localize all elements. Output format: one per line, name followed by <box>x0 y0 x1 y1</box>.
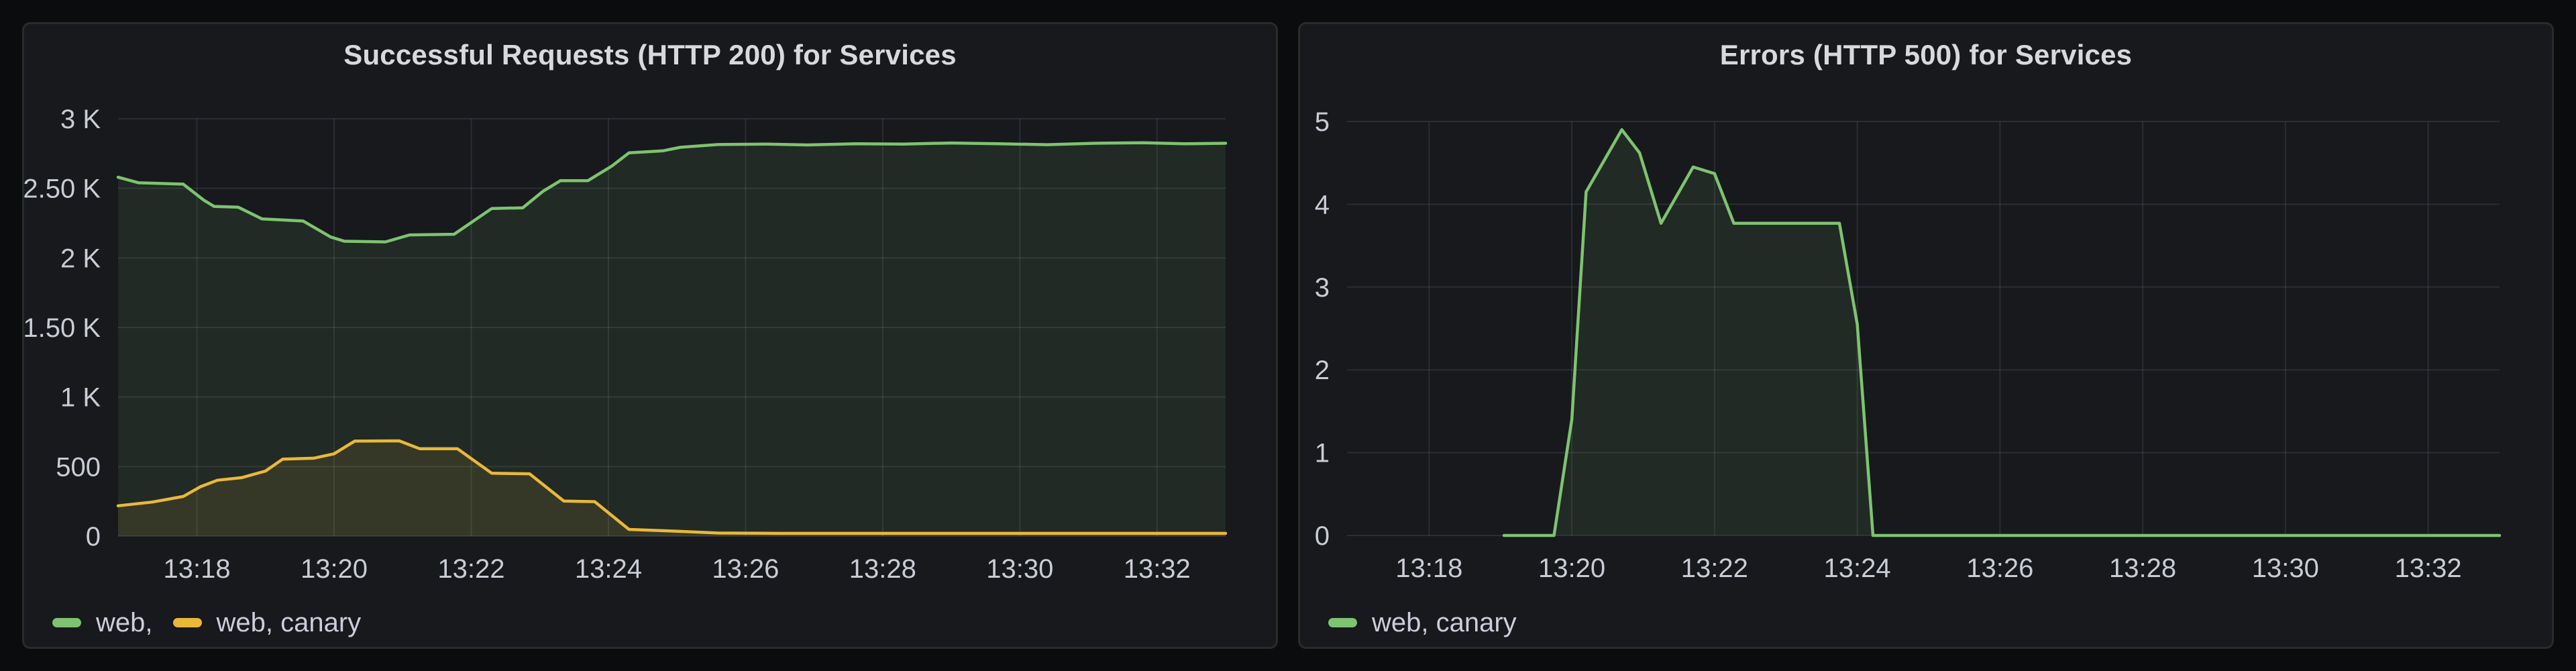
legend-item-web[interactable]: web, <box>52 609 153 636</box>
x-tick-label: 13:20 <box>301 554 368 584</box>
x-tick-label: 13:32 <box>2395 554 2462 583</box>
y-tick-label: 2 K <box>60 244 101 273</box>
legend-swatch-icon <box>1328 618 1357 627</box>
panel-successful-requests: Successful Requests (HTTP 200) for Servi… <box>22 22 1278 649</box>
y-tick-label: 1 <box>1315 439 1330 468</box>
series-line-0 <box>116 141 1228 244</box>
x-tick-label: 13:26 <box>1966 554 2033 583</box>
legend-label: web, canary <box>1372 608 1517 637</box>
panel-errors: Errors (HTTP 500) for Services 13:18 13:2… <box>1298 22 2554 649</box>
panel-title-errors[interactable]: Errors (HTTP 500) for Services <box>1719 39 2133 70</box>
x-tick-label: 13:20 <box>1538 554 1605 583</box>
series-line-1 <box>116 439 1228 535</box>
x-tick-label: 13:24 <box>575 554 642 584</box>
y-tick-label: 1.50 K <box>24 313 101 343</box>
x-tick-label: 13:28 <box>2109 554 2176 583</box>
x-tick-label: 13:18 <box>1395 554 1462 583</box>
legend-label: web, <box>96 608 153 637</box>
y-tick-label: 5 <box>1315 107 1330 137</box>
series-area-1 <box>118 441 1226 536</box>
panel-title-successful-requests[interactable]: Successful Requests (HTTP 200) for Servi… <box>343 39 957 70</box>
series-area-0 <box>118 142 1226 536</box>
x-tick-label: 13:26 <box>712 554 779 584</box>
y-tick-label: 2.50 K <box>24 174 101 204</box>
timeseries-chart-successful-requests: 13:18 13:20 13:22 13:24 13:26 13:28 13:30 13:32… <box>24 105 1228 584</box>
y-tick-label: 3 K <box>60 105 101 134</box>
series-line-0 <box>1502 128 2502 537</box>
y-tick-label: 0 <box>86 522 101 552</box>
y-tick-label: 4 <box>1315 190 1330 219</box>
x-tick-label: 13:22 <box>437 554 504 584</box>
y-tick-label: 1 K <box>60 383 101 413</box>
x-tick-label: 13:30 <box>986 554 1053 584</box>
y-tick-label: 500 <box>56 452 101 482</box>
y-tick-label: 2 <box>1315 356 1330 385</box>
legend-errors: web, canary <box>1328 609 1517 636</box>
y-tick-label: 0 <box>1315 521 1330 551</box>
x-tick-label: 13:24 <box>1824 554 1891 583</box>
x-tick-label: 13:30 <box>2252 554 2319 583</box>
timeseries-chart-errors: 13:18 13:20 13:22 13:24 13:26 13:28 13:30 13:32… <box>1315 107 2502 583</box>
y-tick-label: 3 <box>1315 273 1330 303</box>
legend-label: web, canary <box>216 608 362 637</box>
x-tick-label: 13:18 <box>164 554 231 584</box>
legend-successful-requests: web, web, canary <box>52 609 361 636</box>
legend-item-web-canary[interactable]: web, canary <box>172 608 362 637</box>
x-tick-label: 13:28 <box>849 554 916 584</box>
legend-item-web-canary[interactable]: web, canary <box>1328 609 1517 636</box>
legend-swatch-icon <box>172 618 202 627</box>
legend-swatch-icon <box>52 618 81 627</box>
x-tick-label: 13:22 <box>1681 554 1748 583</box>
x-tick-label: 13:32 <box>1124 554 1191 584</box>
series-area-0 <box>1504 130 2500 536</box>
